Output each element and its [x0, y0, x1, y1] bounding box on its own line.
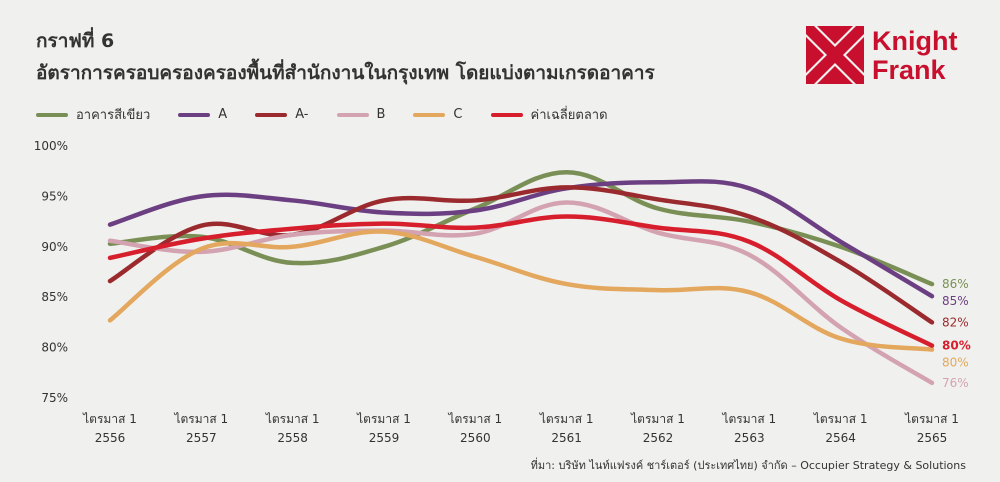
series-line-1	[107, 169, 935, 287]
series-end-label: 76%	[942, 376, 969, 390]
logo-text-line1: Knight	[872, 26, 957, 56]
x-tick-label: ไตรมาส 1	[813, 412, 868, 426]
legend-swatch	[413, 112, 446, 117]
legend-swatch	[255, 112, 288, 117]
x-tick-label: 2562	[643, 431, 674, 445]
chart-subtitle: อัตราการครอบครองครองพื้นที่สำนักงานในกรุ…	[36, 62, 655, 84]
x-tick-label: 2563	[734, 431, 765, 445]
legend-label: ค่าเฉลี่ยตลาด	[530, 108, 608, 123]
legend-item: B	[336, 107, 386, 122]
source-note: ที่มา: บริษัท ไนท์แฟรงค์ ชาร์เตอร์ (ประเ…	[530, 459, 966, 472]
knight-frank-logo: Knight Frank	[806, 26, 968, 85]
x-tick-label: ไตรมาส 1	[539, 412, 594, 426]
x-tick-label: ไตรมาส 1	[721, 412, 776, 426]
legend-label: A-	[295, 107, 309, 122]
chart-title: กราฟที่ 6	[36, 30, 115, 52]
legend-item: A-	[255, 107, 309, 122]
legend-item: C	[413, 107, 463, 122]
series-line-3	[107, 185, 935, 325]
legend-item: ค่าเฉลี่ยตลาด	[490, 104, 608, 125]
x-tick-label: 2565	[917, 431, 948, 445]
legend-swatch	[336, 112, 369, 117]
x-tick-label: ไตรมาส 1	[356, 412, 411, 426]
series-line-6	[107, 214, 935, 348]
x-tick-label: ไตรมาส 1	[630, 412, 685, 426]
x-tick-label: ไตรมาส 1	[265, 412, 320, 426]
x-tick-label: 2557	[186, 431, 217, 445]
x-tick-label: ไตรมาส 1	[904, 412, 959, 426]
x-tick-label: 2561	[551, 431, 582, 445]
legend-swatch	[178, 112, 211, 117]
series-end-label: 85%	[942, 294, 969, 308]
legend-item: A	[178, 107, 227, 122]
y-tick-label: 85%	[41, 290, 68, 304]
chart-legend: อาคารสีเขียว A A- B C ค่าเฉลี่ยตลาด	[36, 104, 636, 125]
x-tick-label: 2556	[95, 431, 126, 445]
x-tick-label: ไตรมาส 1	[447, 412, 502, 426]
logo-text-line2: Frank	[872, 55, 947, 84]
legend-swatch	[490, 112, 523, 117]
x-tick-label: ไตรมาส 1	[82, 412, 137, 426]
y-tick-label: 95%	[41, 189, 68, 203]
x-tick-label: 2560	[460, 431, 491, 445]
legend-label: B	[376, 107, 386, 122]
x-tick-label: 2559	[369, 431, 400, 445]
series-line-2	[107, 179, 935, 299]
series-line-4	[107, 200, 935, 386]
series-line-5	[107, 229, 935, 352]
y-tick-label: 100%	[34, 139, 68, 153]
x-tick-label: 2564	[825, 431, 856, 445]
y-tick-label: 75%	[41, 391, 68, 405]
series-end-label: 80%	[942, 339, 971, 353]
y-tick-label: 90%	[41, 240, 68, 254]
legend-label: อาคารสีเขียว	[76, 108, 151, 123]
legend-swatch	[36, 112, 68, 117]
legend-label: C	[453, 107, 463, 122]
series-end-label: 86%	[942, 277, 969, 291]
legend-item: อาคารสีเขียว	[36, 104, 150, 125]
series-end-label: 82%	[942, 315, 969, 329]
x-tick-label: ไตรมาส 1	[173, 412, 228, 426]
y-tick-label: 80%	[41, 341, 68, 355]
series-end-label: 80%	[942, 356, 969, 370]
x-tick-label: 2558	[277, 431, 308, 445]
legend-label: A	[218, 107, 228, 122]
